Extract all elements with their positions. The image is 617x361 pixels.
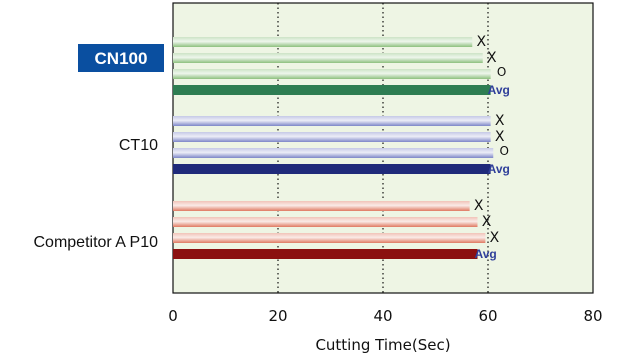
trial-bar [173,148,494,158]
trial-bar [173,201,470,211]
trial-mark: X [482,214,492,230]
category-label: Competitor A P10 [33,234,158,251]
category-label: CN100 [95,49,148,68]
avg-label: Avg [488,83,510,97]
trial-mark: X [495,113,505,129]
x-tick-label: 40 [373,307,392,325]
trial-bar [173,132,491,142]
avg-label: Avg [488,162,510,176]
trial-mark: X [476,34,486,50]
category-label: CT10 [119,137,158,154]
avg-bar [173,85,491,95]
trial-bar [173,233,486,243]
trial-bar [173,53,483,63]
trial-mark: O [500,144,509,158]
x-tick-label: 0 [168,307,178,325]
x-tick-label: 80 [583,307,602,325]
x-axis-ticks: 0 20 40 60 80 [168,307,602,325]
trial-mark: O [497,65,506,79]
trial-bar [173,37,473,47]
trial-bar [173,217,478,227]
trial-bar [173,69,491,79]
highlight-badge [78,44,164,72]
avg-bar [173,164,491,174]
trial-bar [173,116,491,126]
trial-mark: X [495,129,505,145]
trial-mark: X [474,198,484,214]
category-labels: CN100 CT10 Competitor A P10 [33,44,164,251]
trial-mark: X [490,230,500,246]
avg-label: Avg [475,247,497,261]
trial-mark: X [487,50,497,66]
x-axis-title: Cutting Time(Sec) [315,336,450,354]
avg-bar [173,249,478,259]
x-tick-label: 60 [478,307,497,325]
x-tick-label: 20 [268,307,287,325]
